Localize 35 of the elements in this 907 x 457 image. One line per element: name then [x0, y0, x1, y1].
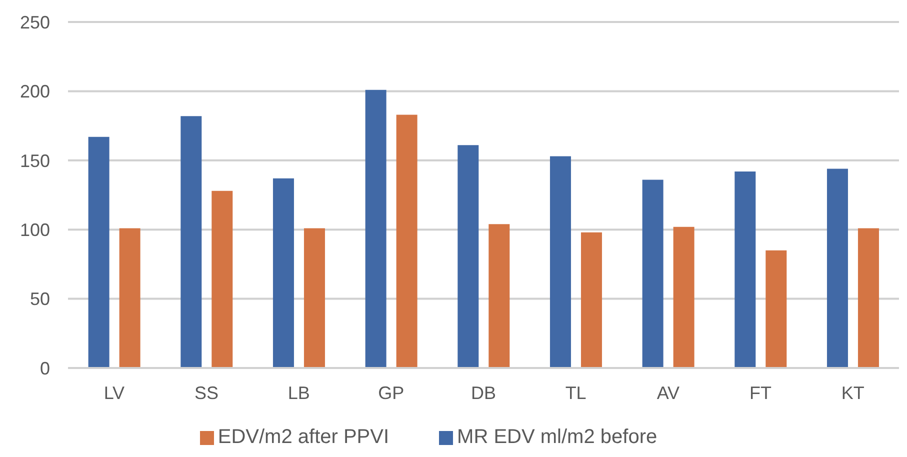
- x-tick-label: DB: [470, 382, 496, 403]
- x-tick-label: KT: [841, 382, 864, 403]
- x-tick-label: FT: [750, 382, 772, 403]
- x-tick-label: GP: [378, 382, 404, 403]
- bar: [88, 136, 110, 368]
- x-tick-label: SS: [194, 382, 219, 403]
- bar: [365, 90, 386, 368]
- bar: [458, 145, 479, 368]
- x-tick-label: LV: [104, 382, 125, 403]
- bar: [119, 228, 140, 368]
- bar: [180, 116, 202, 368]
- bar: [212, 190, 233, 368]
- bar: [580, 232, 602, 368]
- legend-label: MR EDV ml/m2 before: [457, 426, 658, 448]
- x-tick-label: AV: [656, 382, 680, 403]
- bar: [642, 180, 664, 368]
- y-tick-label: 50: [30, 289, 50, 310]
- y-tick-label: 0: [40, 358, 50, 378]
- y-tick-label: 100: [20, 220, 50, 240]
- bar: [304, 228, 325, 368]
- y-tick-label: 150: [20, 150, 50, 171]
- bar: [396, 114, 418, 368]
- bar: [272, 178, 294, 368]
- bar: [550, 156, 571, 368]
- bar: [734, 171, 756, 368]
- legend-label: EDV/m2 after PPVI: [218, 426, 390, 448]
- bar: [858, 228, 879, 368]
- bar: [766, 250, 787, 368]
- x-tick-label: LB: [288, 382, 310, 403]
- bar: [488, 224, 510, 368]
- y-tick-label: 250: [20, 12, 50, 32]
- bar: [673, 226, 694, 368]
- x-tick-label: TL: [565, 382, 586, 403]
- y-tick-label: 200: [20, 82, 50, 102]
- bar: [826, 168, 848, 368]
